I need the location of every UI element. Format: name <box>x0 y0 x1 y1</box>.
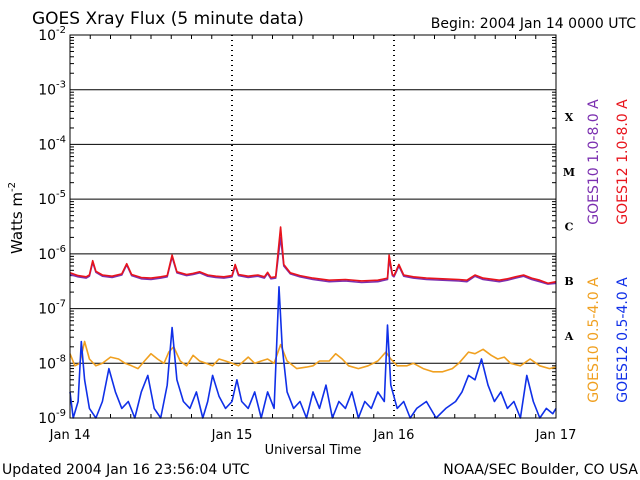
y-tick-label: 10-8 <box>38 353 66 372</box>
y-tick-label: 10-3 <box>38 80 66 99</box>
y-tick-label: 10-4 <box>38 134 66 153</box>
flare-class-label-a: A <box>564 330 574 343</box>
legend-item-goes10-1-0-8-0-a: GOES10 1.0-8.0 A <box>586 99 602 225</box>
y-tick-label: 10-7 <box>38 299 66 318</box>
plot-frame <box>69 34 557 419</box>
y-axis-label: Watts m-2 <box>7 182 26 254</box>
y-tick-label: 10-6 <box>38 244 66 263</box>
chart-title: GOES Xray Flux (5 minute data) <box>32 9 304 29</box>
flare-class-labels: X M C B A <box>563 111 575 343</box>
legend-item-goes12-1-0-8-0-a: GOES12 1.0-8.0 A <box>615 99 631 225</box>
data-series <box>69 226 557 419</box>
x-tick-label: Jan 14 <box>49 428 91 443</box>
begin-date-label: Begin: 2004 Jan 14 0000 UTC <box>431 16 636 32</box>
series-line-goes12-0-5-4-0-a <box>69 285 557 419</box>
flare-class-label-b: B <box>564 275 573 288</box>
minor-ticks <box>70 35 556 418</box>
x-tick-label: Jan 16 <box>373 428 415 443</box>
credit-label: NOAA/SEC Boulder, CO USA <box>443 462 638 478</box>
y-tick-label: 10-9 <box>38 408 66 427</box>
grid-lines <box>70 35 556 418</box>
series-line-goes10-1-0-8-0-a <box>69 236 557 285</box>
series-line-goes10-0-5-4-0-a <box>69 340 557 373</box>
flare-class-label-x: X <box>565 111 574 124</box>
y-axis-label-exp: -2 <box>7 182 18 192</box>
y-tick-labels: 10-2 10-3 10-4 10-5 10-6 10-7 10-8 10-9 <box>38 25 66 427</box>
legend: GOES10 1.0-8.0 A GOES12 1.0-8.0 A GOES10 0… <box>586 99 631 403</box>
flare-class-label-m: M <box>563 166 575 179</box>
y-tick-label: 10-2 <box>38 25 66 44</box>
series-line-goes12-1-0-8-0-a <box>69 226 557 285</box>
x-tick-label: Jan 17 <box>535 428 577 443</box>
updated-timestamp: Updated 2004 Jan 16 23:56:04 UTC <box>2 462 250 478</box>
flare-class-label-c: C <box>565 221 574 234</box>
y-axis-label-base: Watts m <box>8 192 26 254</box>
x-tick-label: Jan 15 <box>211 428 253 443</box>
legend-item-goes12-0-5-4-0-a: GOES12 0.5-4.0 A <box>615 277 631 403</box>
x-tick-labels: Jan 14 Jan 15 Jan 16 Jan 17 <box>49 428 577 443</box>
y-tick-label: 10-5 <box>38 189 66 208</box>
legend-item-goes10-0-5-4-0-a: GOES10 0.5-4.0 A <box>586 277 602 403</box>
x-axis-label: Universal Time <box>265 443 362 458</box>
